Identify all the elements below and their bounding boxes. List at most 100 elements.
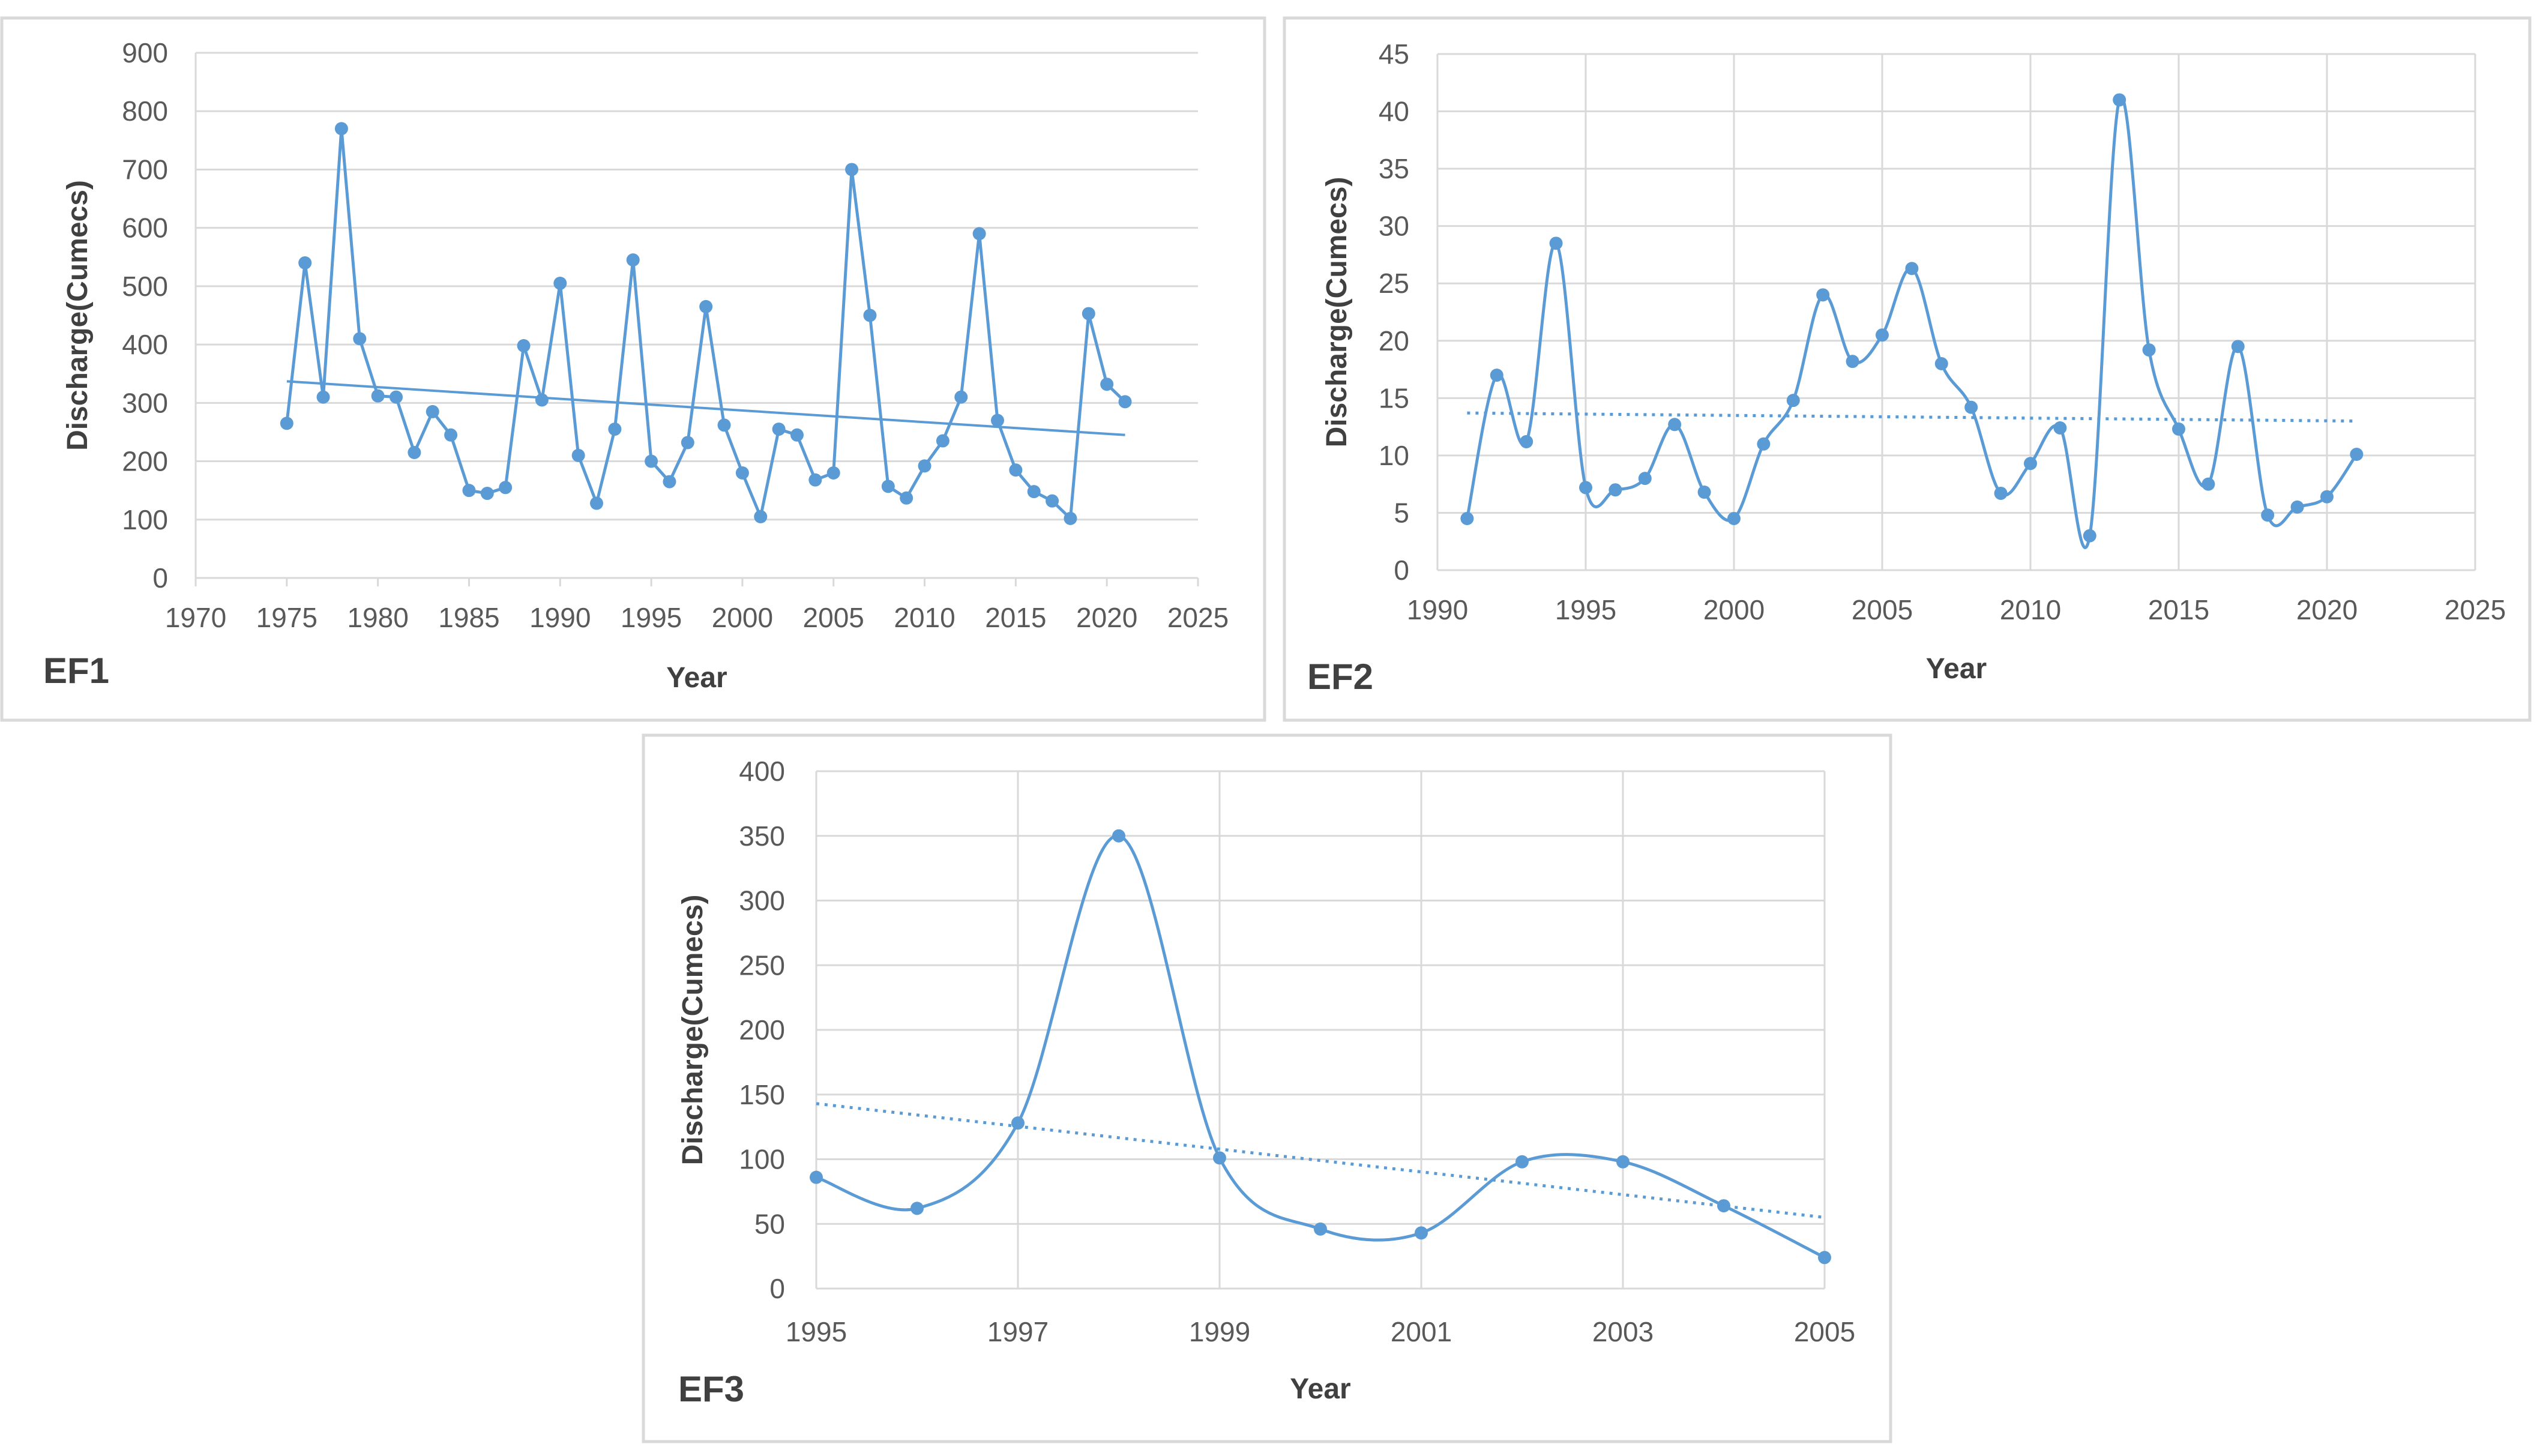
data-point	[517, 339, 531, 353]
data-point	[810, 1170, 823, 1184]
data-point	[390, 390, 403, 404]
y-tick-label: 0	[1394, 555, 1409, 586]
data-point	[462, 484, 476, 498]
data-point	[1818, 1251, 1831, 1265]
data-point	[1415, 1226, 1428, 1240]
data-point	[408, 445, 421, 459]
y-tick-label: 15	[1379, 382, 1409, 414]
data-point	[900, 491, 913, 505]
data-point	[2201, 477, 2215, 491]
data-point	[535, 393, 549, 407]
y-tick-label: 100	[122, 504, 168, 535]
data-point	[1579, 481, 1592, 495]
x-tick-label: 2025	[2445, 594, 2506, 625]
trend-line	[1467, 411, 2357, 423]
data-point	[553, 277, 567, 290]
data-point	[1549, 236, 1563, 250]
data-point	[681, 436, 694, 450]
data-point	[1100, 378, 1114, 391]
x-tick-label: 1970	[165, 602, 226, 633]
y-tick-label: 0	[152, 562, 168, 594]
data-point	[571, 448, 585, 462]
x-tick-label: 1990	[1407, 594, 1468, 625]
y-tick-label: 50	[754, 1208, 785, 1239]
x-tick-label: 2001	[1391, 1316, 1452, 1347]
data-point	[1668, 418, 1682, 432]
data-point	[2172, 422, 2185, 436]
data-point	[772, 423, 786, 436]
data-point	[699, 299, 713, 313]
data-point	[991, 414, 1004, 427]
y-tick-label: 5	[1394, 497, 1409, 528]
x-tick-label: 1985	[438, 602, 499, 633]
y-tick-label: 40	[1379, 96, 1409, 127]
data-point	[2142, 343, 2156, 357]
y-tick-label: 10	[1379, 440, 1409, 471]
data-point	[645, 454, 658, 468]
chart-frame	[1283, 16, 2532, 722]
y-tick-label: 600	[122, 212, 168, 244]
y-tick-label: 45	[1379, 38, 1409, 70]
x-tick-label: 2000	[1703, 594, 1765, 625]
data-point	[2261, 508, 2275, 522]
data-point	[1520, 435, 1533, 448]
data-point	[1816, 288, 1830, 302]
data-point	[2053, 421, 2067, 435]
x-tick-label: 2003	[1592, 1316, 1654, 1347]
data-point	[1609, 483, 1622, 497]
y-tick-label: 35	[1379, 153, 1409, 184]
data-point	[353, 332, 367, 346]
data-point	[590, 496, 603, 510]
data-point	[1905, 262, 1919, 275]
data-point	[936, 434, 949, 448]
data-point	[1727, 512, 1741, 525]
x-tick-label: 2000	[712, 602, 773, 633]
x-tick-label: 1995	[621, 602, 682, 633]
x-tick-label: 2005	[1852, 594, 1913, 625]
panel-label: EF3	[678, 1369, 744, 1409]
data-point	[480, 487, 494, 501]
data-point	[2083, 529, 2096, 543]
x-tick-label: 1997	[987, 1316, 1049, 1347]
x-tick-label: 1990	[529, 602, 591, 633]
y-tick-label: 800	[122, 95, 168, 127]
data-point	[444, 428, 458, 442]
y-tick-label: 25	[1379, 268, 1409, 299]
data-point	[316, 390, 330, 404]
data-point	[808, 473, 822, 487]
data-point	[2113, 93, 2126, 107]
chart-panel-ef1: 0 100 200 300 400 500 600 700 800 900 1970 1975 1980…	[0, 16, 1266, 722]
x-axis-title: Year	[666, 662, 727, 694]
y-tick-label: 300	[739, 885, 785, 916]
data-point	[918, 459, 931, 473]
data-point	[1046, 494, 1059, 508]
data-point	[826, 466, 840, 480]
x-axis-title: Year	[1290, 1373, 1350, 1405]
chart-frame	[0, 16, 1266, 722]
data-point	[1876, 328, 1889, 342]
data-point	[1964, 400, 1978, 414]
data-point	[298, 256, 312, 269]
chart-panel-ef3: 0 50 100 150 200 250 300 350 400 1995 1997 1999 2001…	[642, 733, 1892, 1443]
y-tick-label: 30	[1379, 211, 1409, 242]
y-tick-label: 350	[739, 820, 785, 852]
x-tick-label: 1995	[1555, 594, 1616, 625]
y-tick-label: 0	[769, 1273, 785, 1304]
data-point	[1082, 307, 1095, 320]
data-point	[1616, 1155, 1630, 1169]
data-point	[2024, 457, 2037, 471]
data-point	[1515, 1155, 1529, 1169]
x-tick-label: 2015	[985, 602, 1046, 633]
data-point	[1717, 1199, 1730, 1213]
y-tick-label: 200	[739, 1014, 785, 1045]
data-point	[863, 308, 877, 322]
data-point	[426, 405, 439, 418]
data-point	[1011, 1116, 1025, 1130]
data-point	[735, 466, 749, 480]
x-tick-label: 1975	[256, 602, 317, 633]
trend-line	[286, 380, 1125, 436]
data-point	[663, 475, 676, 489]
x-tick-label: 1980	[347, 602, 408, 633]
data-point	[881, 480, 895, 493]
